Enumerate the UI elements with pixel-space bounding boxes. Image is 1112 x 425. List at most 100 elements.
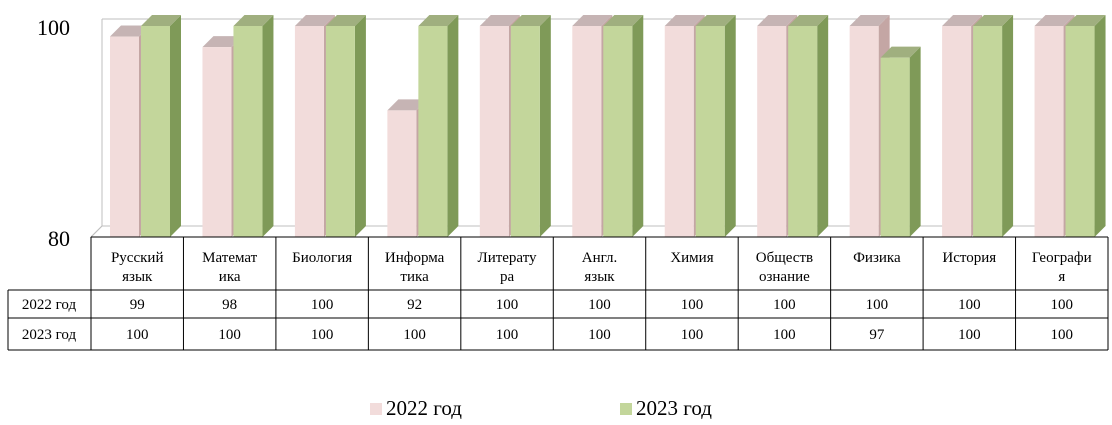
legend-swatch-2022 <box>370 402 382 415</box>
bar-top <box>294 15 335 26</box>
bar-front <box>202 47 232 237</box>
table-value: 100 <box>1051 327 1074 343</box>
y-axis: 80 100 <box>37 15 70 251</box>
legend-item-2023: 2023 год <box>620 396 712 421</box>
category-label: язык <box>584 269 615 285</box>
category-label: Литерату <box>478 250 538 266</box>
bar-top <box>880 46 921 58</box>
bar-top <box>233 15 274 26</box>
bar-front <box>973 26 1003 237</box>
bar-front <box>479 26 509 237</box>
bar <box>695 15 736 237</box>
table-value: 100 <box>496 327 519 343</box>
table-value: 100 <box>126 327 149 343</box>
category-label: я <box>1058 269 1065 285</box>
legend-item-2022: 2022 год <box>370 396 462 421</box>
bar-front <box>294 26 324 237</box>
table-value: 100 <box>773 297 796 313</box>
bar-side <box>817 15 829 237</box>
bar-front <box>1065 26 1095 237</box>
bar-top <box>418 15 459 26</box>
bar-top <box>387 99 428 111</box>
table-value: 100 <box>958 327 981 343</box>
bar-front <box>695 26 725 237</box>
table-value: 100 <box>311 297 334 313</box>
bar-front <box>325 26 355 237</box>
bar-side <box>262 15 274 237</box>
legend-swatch-2023 <box>620 402 632 415</box>
bar-top <box>695 15 736 26</box>
bar <box>880 46 921 238</box>
table-value: 100 <box>403 327 426 343</box>
floor-left-edge <box>90 225 103 238</box>
bar-top <box>325 15 366 26</box>
category-label: тика <box>400 269 429 285</box>
bar-side <box>724 15 736 237</box>
category-label: Обществ <box>756 250 813 266</box>
table-value: 100 <box>496 297 519 313</box>
table-series-label: 2022 год <box>22 297 77 313</box>
bar-front <box>664 26 694 237</box>
table-value: 100 <box>681 297 704 313</box>
bar-side <box>539 15 551 237</box>
category-label: Информа <box>385 250 445 266</box>
bar <box>233 15 274 237</box>
bar-top <box>603 15 644 26</box>
bar-front <box>110 36 139 237</box>
category-label: Географи <box>1032 250 1092 266</box>
legend-label-2022: 2022 год <box>386 396 462 420</box>
bar-front <box>880 57 910 238</box>
table-value: 98 <box>222 297 237 313</box>
category-label: Биология <box>292 250 352 266</box>
bar <box>788 15 829 237</box>
table-series-label: 2023 год <box>22 327 77 343</box>
bar-side <box>1002 15 1014 237</box>
bar-front <box>1034 26 1064 237</box>
bar-front <box>233 26 263 237</box>
category-label: Химия <box>670 250 713 266</box>
bar-top <box>757 15 798 26</box>
legend: 2022 год 2023 год <box>0 396 1112 422</box>
table-value: 97 <box>869 327 885 343</box>
bars <box>110 15 1106 238</box>
data-table: Русский язык Математ ика Биология Информа тика… <box>7 236 1109 351</box>
table-value: 100 <box>311 327 334 343</box>
table-value: 100 <box>1051 297 1074 313</box>
table-value: 100 <box>773 327 796 343</box>
table-value: 100 <box>218 327 241 343</box>
y-tick-label: 80 <box>48 226 70 251</box>
category-label: ика <box>219 269 241 285</box>
bar <box>325 15 366 237</box>
bar-top <box>788 15 829 26</box>
bar <box>1065 15 1106 237</box>
table-value: 100 <box>681 327 704 343</box>
bar-side <box>170 15 181 237</box>
legend-label-2023: 2023 год <box>636 396 712 420</box>
category-label: Русский <box>111 250 164 266</box>
bar-front <box>757 26 787 237</box>
bar-side <box>447 15 459 237</box>
bar-front <box>942 26 972 237</box>
bar-top <box>572 15 613 26</box>
bar-top <box>942 15 983 26</box>
bar <box>141 15 181 237</box>
category-label: Математ <box>202 250 257 266</box>
bar-top <box>849 15 890 26</box>
bar <box>418 15 459 237</box>
bar-top <box>664 15 705 26</box>
table-value: 92 <box>407 297 422 313</box>
table-value: 100 <box>588 297 611 313</box>
table-value: 100 <box>588 327 611 343</box>
category-label: Физика <box>853 250 901 266</box>
bar-top <box>510 15 551 26</box>
category-label: ра <box>500 269 515 285</box>
bar-front <box>603 26 633 237</box>
table-value: 100 <box>866 297 889 313</box>
bar-front <box>141 26 170 237</box>
bar-top <box>202 36 243 48</box>
bar-front <box>418 26 448 237</box>
bar-side <box>632 15 644 237</box>
category-label: История <box>942 250 996 266</box>
bar-top <box>141 15 181 26</box>
bar-top <box>1034 15 1075 26</box>
